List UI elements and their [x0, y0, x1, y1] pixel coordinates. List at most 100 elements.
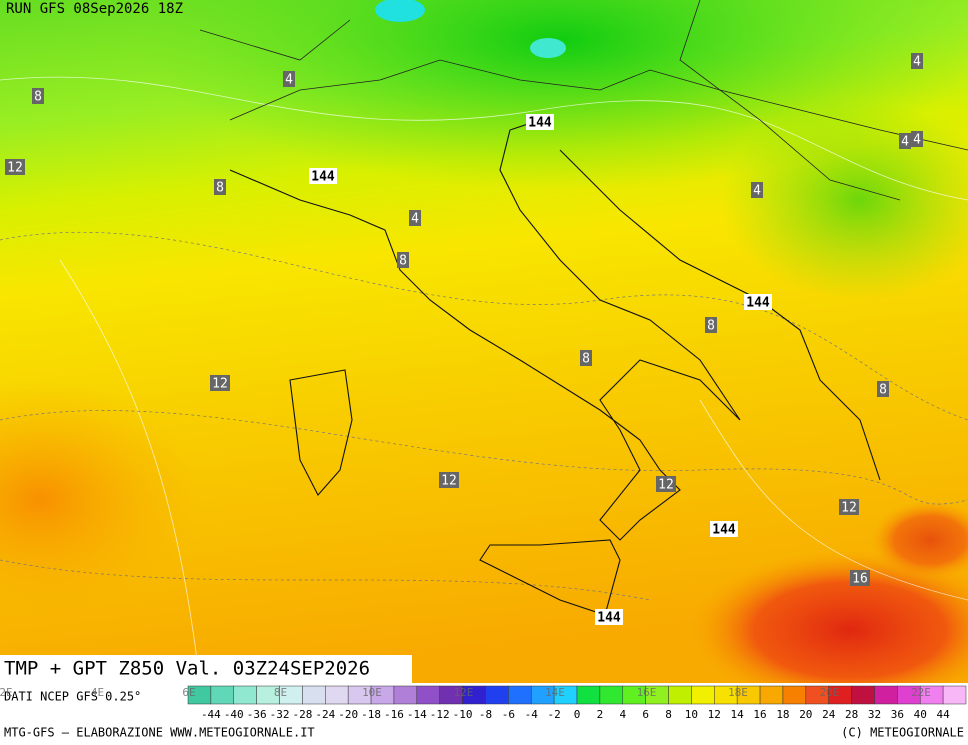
colorbar-swatch [782, 685, 807, 705]
colorbar-label: 24 [822, 708, 836, 721]
label-box [850, 570, 870, 586]
label-box [439, 472, 459, 488]
colorbar-label: -12 [430, 708, 450, 721]
contour-label: 144 [311, 170, 335, 185]
colorbar-swatch [942, 685, 967, 705]
contour-label: 8 [216, 181, 224, 196]
colorbar-label: -6 [502, 708, 515, 721]
colorbar-label: 14 [731, 708, 745, 721]
contour-label: 144 [528, 116, 552, 131]
label-box [751, 182, 763, 198]
label-box [705, 317, 717, 333]
colorbar-label: -4 [525, 708, 539, 721]
label-box [210, 375, 230, 391]
colorbar-swatch [668, 685, 692, 705]
colorbar-label: -16 [384, 708, 404, 721]
footer-right: (C) METEOGIORNALE [841, 726, 964, 740]
colorbar-label: -8 [479, 708, 492, 721]
colorbar-label: 36 [891, 708, 904, 721]
colorbar-swatch [302, 685, 326, 705]
contour-label: 12 [841, 501, 857, 516]
colorbar-label: 10 [685, 708, 698, 721]
colorbar-label: 8 [665, 708, 672, 721]
colorbar-label: -10 [453, 708, 473, 721]
colorbar-label: -28 [292, 708, 312, 721]
contour-label: 12 [7, 161, 23, 176]
colorbar-swatch [691, 685, 715, 705]
colorbar-label: 4 [619, 708, 626, 721]
colorbar-swatch [233, 685, 257, 705]
colorbar-swatch [210, 685, 235, 705]
label-box [656, 476, 676, 492]
label-box [710, 521, 738, 537]
colorbar-swatch [759, 685, 784, 705]
label-box [409, 210, 421, 226]
longitude-label: 6E [182, 686, 195, 699]
colorbar-label: -32 [270, 708, 290, 721]
colorbar-label: -36 [247, 708, 267, 721]
label-box [214, 179, 226, 195]
colorbar-label: -14 [407, 708, 427, 721]
colorbar-label: 20 [799, 708, 812, 721]
colorbar-label: -40 [224, 708, 244, 721]
label-box [580, 350, 592, 366]
map-title: TMP + GPT Z850 Val. 03Z24SEP2026 [4, 658, 370, 680]
label-box [283, 71, 295, 87]
colorbar-swatch [416, 685, 440, 705]
colorbar-label: 0 [574, 708, 581, 721]
contour-label: 8 [582, 352, 590, 367]
longitude-label: 22E [911, 686, 931, 699]
colorbar-label: 12 [708, 708, 721, 721]
colorbar-label: 16 [753, 708, 766, 721]
colorbar-label: -24 [315, 708, 335, 721]
colorbar-label: -44 [201, 708, 221, 721]
source-label: DATI NCEP GFS 0.25° [4, 690, 141, 704]
contour-label: 144 [746, 296, 770, 311]
contour-label: 4 [901, 135, 909, 150]
longitude-label: 2E [0, 686, 13, 699]
label-box [32, 88, 44, 104]
contour-label: 8 [399, 254, 407, 269]
label-box [911, 53, 923, 69]
contour-label: 8 [879, 383, 887, 398]
colorbar-label: -18 [361, 708, 381, 721]
colorbar-label: -2 [547, 708, 560, 721]
label-box [839, 499, 859, 515]
longitude-label: 10E [362, 686, 382, 699]
longitude-label: 14E [545, 686, 565, 699]
label-box [526, 114, 554, 130]
run-label: RUN GFS 08Sep2026 18Z [6, 1, 183, 17]
colorbar-swatch [485, 685, 509, 705]
colorbar-label: 28 [845, 708, 858, 721]
contour-label: 4 [913, 55, 921, 70]
contour-label: 8 [707, 319, 715, 334]
colorbar-label: 6 [642, 708, 649, 721]
label-box [309, 168, 337, 184]
contour-label: 8 [34, 90, 42, 105]
colorbar-label: 40 [914, 708, 927, 721]
longitude-label: 4E [91, 686, 104, 699]
longitude-label: 12E [454, 686, 474, 699]
colorbar-swatch [851, 685, 875, 705]
contour-label: 12 [658, 478, 674, 493]
contour-label: 144 [712, 523, 736, 538]
colorbar-label: 44 [936, 708, 950, 721]
contour-label: 16 [852, 572, 868, 587]
contour-label: 12 [441, 474, 457, 489]
contour-label: 4 [411, 212, 419, 227]
contour-label: 12 [212, 377, 228, 392]
label-box [877, 381, 889, 397]
label-box [911, 131, 923, 147]
contour-label: 4 [913, 133, 921, 148]
colorbar-swatch [393, 685, 418, 705]
longitude-label: 16E [637, 686, 657, 699]
label-box [744, 294, 772, 310]
label-box [5, 159, 25, 175]
label-box [397, 252, 409, 268]
colorbar-label: -20 [338, 708, 358, 721]
colorbar-swatch [508, 685, 532, 705]
longitude-label: 8E [274, 686, 287, 699]
colorbar-swatch [874, 685, 898, 705]
footer-left: MTG-GFS — ELABORAZIONE WWW.METEOGIORNALE… [4, 726, 315, 740]
